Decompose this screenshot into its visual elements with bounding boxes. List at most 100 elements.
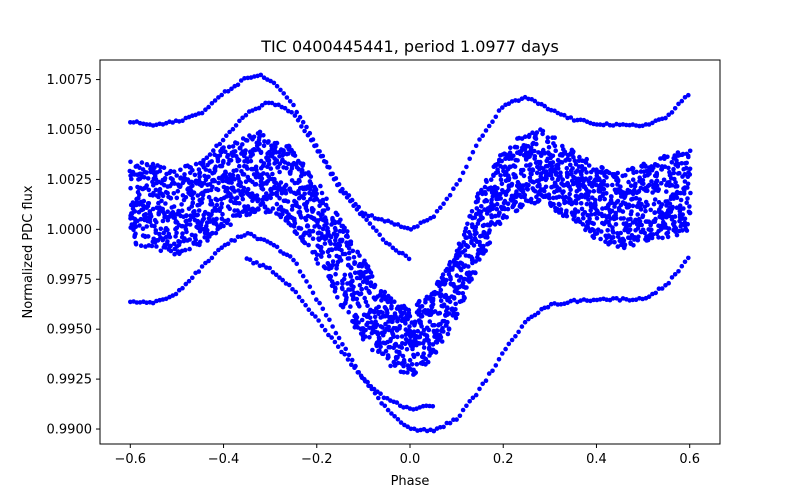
data-point <box>199 200 205 205</box>
data-point <box>557 186 562 191</box>
data-point <box>388 296 394 301</box>
data-point <box>220 137 226 143</box>
data-point <box>509 181 515 187</box>
data-point <box>166 231 172 237</box>
data-point <box>567 191 572 197</box>
data-point <box>444 420 450 426</box>
data-point <box>294 261 300 267</box>
data-point <box>425 308 431 313</box>
data-point <box>408 426 414 432</box>
data-point <box>339 248 344 253</box>
data-point <box>338 217 343 223</box>
data-point <box>237 163 242 169</box>
data-point <box>317 224 322 230</box>
data-point <box>261 133 266 138</box>
data-point <box>582 210 588 215</box>
data-point <box>530 141 535 147</box>
data-point <box>407 313 413 319</box>
data-point <box>635 237 641 243</box>
data-point <box>334 266 339 271</box>
data-point <box>568 197 573 202</box>
data-point <box>498 192 503 197</box>
data-point <box>216 95 221 100</box>
data-point <box>550 176 555 181</box>
data-point <box>357 253 362 258</box>
data-point <box>179 208 185 213</box>
data-point <box>312 143 317 149</box>
data-point <box>213 230 219 236</box>
data-point <box>330 324 335 329</box>
data-point <box>133 224 139 229</box>
data-point <box>274 140 280 146</box>
data-point <box>516 98 521 103</box>
data-point <box>483 191 488 197</box>
data-point <box>460 280 466 286</box>
data-point <box>254 193 260 198</box>
data-point <box>415 224 420 229</box>
data-point <box>165 227 170 233</box>
data-point <box>480 215 485 221</box>
data-point <box>237 201 242 206</box>
data-point <box>143 215 149 220</box>
data-point <box>513 334 518 339</box>
data-point <box>153 187 159 193</box>
data-point <box>358 291 364 297</box>
data-point <box>210 184 215 190</box>
data-point <box>282 105 288 111</box>
data-point <box>600 206 605 211</box>
data-point <box>304 279 309 284</box>
data-point <box>190 200 196 206</box>
data-point <box>216 247 221 253</box>
data-point <box>403 321 408 326</box>
data-point <box>174 173 179 178</box>
data-point <box>168 248 174 254</box>
data-point <box>376 335 382 340</box>
data-point <box>209 159 214 164</box>
data-point <box>576 196 581 201</box>
data-point <box>674 183 680 189</box>
data-point <box>340 342 345 347</box>
data-point <box>672 214 678 219</box>
data-point <box>269 143 274 148</box>
data-point <box>440 272 446 277</box>
data-point <box>605 228 610 233</box>
data-point <box>400 353 406 359</box>
data-point <box>676 101 681 107</box>
data-point <box>189 232 195 238</box>
data-point <box>421 327 427 333</box>
data-point <box>280 211 285 217</box>
data-point <box>307 233 312 238</box>
data-point <box>446 327 452 332</box>
series-outlier-track <box>244 256 436 412</box>
data-point <box>261 171 266 176</box>
data-point <box>477 386 482 392</box>
data-point <box>444 196 450 202</box>
data-point <box>530 167 535 172</box>
data-point <box>656 187 661 192</box>
data-point <box>157 186 163 192</box>
data-point <box>214 202 220 208</box>
data-point <box>303 217 309 223</box>
data-point <box>598 236 603 242</box>
data-point <box>359 317 365 323</box>
data-point <box>168 243 173 249</box>
data-point <box>174 195 180 201</box>
data-point <box>409 362 415 367</box>
series-outlier-track <box>128 72 691 232</box>
data-point <box>192 172 198 178</box>
data-point <box>215 187 221 193</box>
data-point <box>392 414 397 419</box>
data-point <box>496 108 502 113</box>
data-point <box>259 103 265 108</box>
data-point <box>342 272 348 278</box>
data-point <box>305 223 310 228</box>
data-point <box>278 204 284 210</box>
data-point <box>190 196 196 201</box>
data-point <box>493 114 499 120</box>
data-point <box>593 202 598 208</box>
data-point <box>206 194 212 200</box>
data-point <box>669 183 675 188</box>
data-point <box>666 280 671 286</box>
data-point <box>277 169 282 175</box>
data-point <box>642 230 647 236</box>
